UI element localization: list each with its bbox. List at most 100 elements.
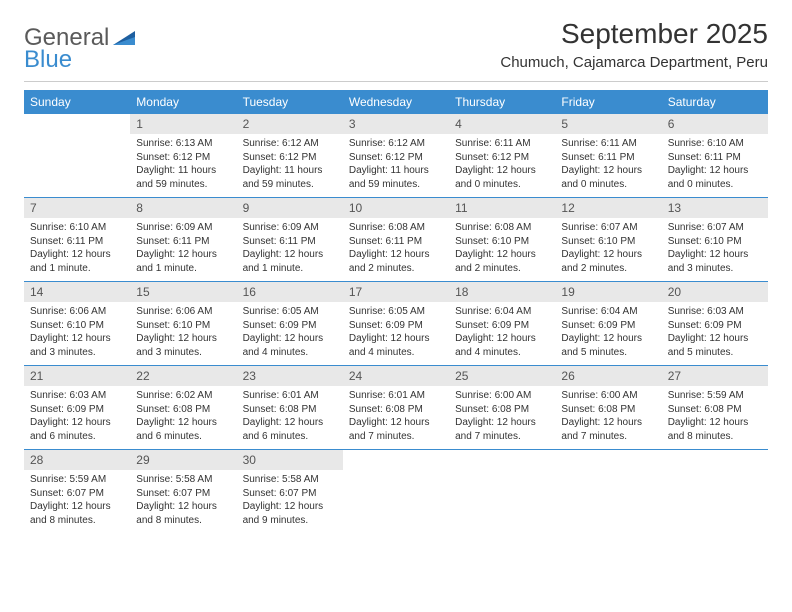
sunrise-text: Sunrise: 6:11 AM	[455, 137, 549, 151]
day-number: 23	[237, 366, 343, 386]
sunrise-text: Sunrise: 6:01 AM	[349, 389, 443, 403]
sunset-text: Sunset: 6:08 PM	[349, 403, 443, 417]
sunset-text: Sunset: 6:10 PM	[668, 235, 762, 249]
calendar-day-cell: 12Sunrise: 6:07 AMSunset: 6:10 PMDayligh…	[555, 198, 661, 282]
daylight-text: Daylight: 12 hours and 4 minutes.	[243, 332, 337, 359]
calendar-day-cell	[662, 450, 768, 534]
sunrise-text: Sunrise: 6:07 AM	[561, 221, 655, 235]
day-number: 26	[555, 366, 661, 386]
calendar-day-cell: 1Sunrise: 6:13 AMSunset: 6:12 PMDaylight…	[130, 114, 236, 198]
calendar-week-row: 1Sunrise: 6:13 AMSunset: 6:12 PMDaylight…	[24, 114, 768, 198]
day-details: Sunrise: 6:02 AMSunset: 6:08 PMDaylight:…	[130, 386, 236, 449]
calendar-day-cell: 30Sunrise: 5:58 AMSunset: 6:07 PMDayligh…	[237, 450, 343, 534]
day-details: Sunrise: 6:00 AMSunset: 6:08 PMDaylight:…	[555, 386, 661, 449]
daylight-text: Daylight: 12 hours and 8 minutes.	[30, 500, 124, 527]
sunrise-text: Sunrise: 6:12 AM	[243, 137, 337, 151]
calendar-day-cell: 5Sunrise: 6:11 AMSunset: 6:11 PMDaylight…	[555, 114, 661, 198]
sunrise-text: Sunrise: 6:05 AM	[349, 305, 443, 319]
day-number: 1	[130, 114, 236, 134]
day-details: Sunrise: 5:59 AMSunset: 6:07 PMDaylight:…	[24, 470, 130, 533]
day-details: Sunrise: 6:05 AMSunset: 6:09 PMDaylight:…	[237, 302, 343, 365]
sunset-text: Sunset: 6:08 PM	[455, 403, 549, 417]
location-subtitle: Chumuch, Cajamarca Department, Peru	[500, 54, 768, 71]
calendar-day-cell: 15Sunrise: 6:06 AMSunset: 6:10 PMDayligh…	[130, 282, 236, 366]
sunset-text: Sunset: 6:08 PM	[561, 403, 655, 417]
day-number: 27	[662, 366, 768, 386]
day-details: Sunrise: 5:59 AMSunset: 6:08 PMDaylight:…	[662, 386, 768, 449]
sunrise-text: Sunrise: 6:05 AM	[243, 305, 337, 319]
calendar-day-cell: 8Sunrise: 6:09 AMSunset: 6:11 PMDaylight…	[130, 198, 236, 282]
sunset-text: Sunset: 6:10 PM	[30, 319, 124, 333]
sunset-text: Sunset: 6:09 PM	[455, 319, 549, 333]
sunrise-text: Sunrise: 6:04 AM	[455, 305, 549, 319]
daylight-text: Daylight: 12 hours and 3 minutes.	[30, 332, 124, 359]
daylight-text: Daylight: 12 hours and 6 minutes.	[30, 416, 124, 443]
daylight-text: Daylight: 12 hours and 1 minute.	[136, 248, 230, 275]
sunset-text: Sunset: 6:09 PM	[561, 319, 655, 333]
daylight-text: Daylight: 12 hours and 9 minutes.	[243, 500, 337, 527]
calendar-day-cell: 21Sunrise: 6:03 AMSunset: 6:09 PMDayligh…	[24, 366, 130, 450]
weekday-header: Sunday	[24, 90, 130, 114]
calendar-day-cell: 7Sunrise: 6:10 AMSunset: 6:11 PMDaylight…	[24, 198, 130, 282]
calendar-day-cell: 29Sunrise: 5:58 AMSunset: 6:07 PMDayligh…	[130, 450, 236, 534]
day-details: Sunrise: 6:10 AMSunset: 6:11 PMDaylight:…	[24, 218, 130, 281]
day-number: 8	[130, 198, 236, 218]
sunset-text: Sunset: 6:08 PM	[136, 403, 230, 417]
day-number: 29	[130, 450, 236, 470]
sunset-text: Sunset: 6:12 PM	[349, 151, 443, 165]
sunrise-text: Sunrise: 6:12 AM	[349, 137, 443, 151]
calendar-header-row: Sunday Monday Tuesday Wednesday Thursday…	[24, 90, 768, 114]
calendar-day-cell: 22Sunrise: 6:02 AMSunset: 6:08 PMDayligh…	[130, 366, 236, 450]
daylight-text: Daylight: 12 hours and 6 minutes.	[243, 416, 337, 443]
daylight-text: Daylight: 12 hours and 4 minutes.	[455, 332, 549, 359]
day-number: 15	[130, 282, 236, 302]
day-details: Sunrise: 6:00 AMSunset: 6:08 PMDaylight:…	[449, 386, 555, 449]
day-details: Sunrise: 6:08 AMSunset: 6:11 PMDaylight:…	[343, 218, 449, 281]
calendar-day-cell: 24Sunrise: 6:01 AMSunset: 6:08 PMDayligh…	[343, 366, 449, 450]
daylight-text: Daylight: 12 hours and 7 minutes.	[349, 416, 443, 443]
day-number: 3	[343, 114, 449, 134]
calendar-day-cell: 9Sunrise: 6:09 AMSunset: 6:11 PMDaylight…	[237, 198, 343, 282]
day-details: Sunrise: 6:06 AMSunset: 6:10 PMDaylight:…	[24, 302, 130, 365]
day-details: Sunrise: 6:01 AMSunset: 6:08 PMDaylight:…	[343, 386, 449, 449]
day-details: Sunrise: 6:05 AMSunset: 6:09 PMDaylight:…	[343, 302, 449, 365]
calendar-day-cell: 28Sunrise: 5:59 AMSunset: 6:07 PMDayligh…	[24, 450, 130, 534]
calendar-day-cell: 20Sunrise: 6:03 AMSunset: 6:09 PMDayligh…	[662, 282, 768, 366]
sunrise-text: Sunrise: 5:58 AM	[136, 473, 230, 487]
day-number: 6	[662, 114, 768, 134]
calendar-day-cell: 10Sunrise: 6:08 AMSunset: 6:11 PMDayligh…	[343, 198, 449, 282]
sunset-text: Sunset: 6:11 PM	[668, 151, 762, 165]
sunset-text: Sunset: 6:07 PM	[136, 487, 230, 501]
day-number: 11	[449, 198, 555, 218]
weekday-header: Tuesday	[237, 90, 343, 114]
calendar-day-cell: 4Sunrise: 6:11 AMSunset: 6:12 PMDaylight…	[449, 114, 555, 198]
sunrise-text: Sunrise: 6:00 AM	[455, 389, 549, 403]
sunrise-text: Sunrise: 6:08 AM	[349, 221, 443, 235]
daylight-text: Daylight: 12 hours and 6 minutes.	[136, 416, 230, 443]
calendar-day-cell: 13Sunrise: 6:07 AMSunset: 6:10 PMDayligh…	[662, 198, 768, 282]
weekday-header: Monday	[130, 90, 236, 114]
day-number: 20	[662, 282, 768, 302]
day-number: 24	[343, 366, 449, 386]
day-number: 2	[237, 114, 343, 134]
sunrise-text: Sunrise: 6:06 AM	[136, 305, 230, 319]
calendar-day-cell	[555, 450, 661, 534]
calendar-day-cell: 19Sunrise: 6:04 AMSunset: 6:09 PMDayligh…	[555, 282, 661, 366]
sunset-text: Sunset: 6:08 PM	[668, 403, 762, 417]
logo-line2: Blue	[24, 46, 72, 74]
daylight-text: Daylight: 12 hours and 0 minutes.	[668, 164, 762, 191]
calendar-day-cell	[343, 450, 449, 534]
daylight-text: Daylight: 11 hours and 59 minutes.	[349, 164, 443, 191]
calendar-day-cell: 16Sunrise: 6:05 AMSunset: 6:09 PMDayligh…	[237, 282, 343, 366]
day-details: Sunrise: 6:04 AMSunset: 6:09 PMDaylight:…	[555, 302, 661, 365]
sunrise-text: Sunrise: 6:09 AM	[136, 221, 230, 235]
day-number: 21	[24, 366, 130, 386]
sunset-text: Sunset: 6:10 PM	[136, 319, 230, 333]
sunset-text: Sunset: 6:10 PM	[561, 235, 655, 249]
calendar-day-cell	[449, 450, 555, 534]
title-block: September 2025 Chumuch, Cajamarca Depart…	[500, 18, 768, 71]
daylight-text: Daylight: 12 hours and 2 minutes.	[561, 248, 655, 275]
sunset-text: Sunset: 6:12 PM	[243, 151, 337, 165]
sunset-text: Sunset: 6:11 PM	[561, 151, 655, 165]
sunset-text: Sunset: 6:11 PM	[349, 235, 443, 249]
